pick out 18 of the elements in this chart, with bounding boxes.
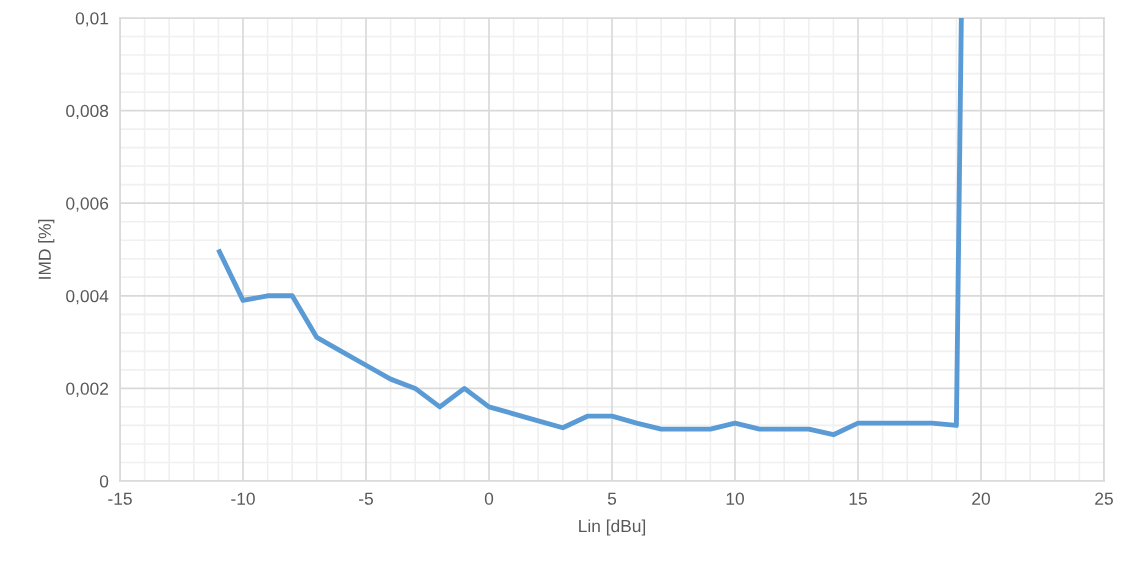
x-axis-title: Lin [dBu] (579, 519, 646, 536)
y-tick-label: 0 (99, 475, 109, 488)
y-axis-title: IMD [%] (38, 219, 55, 279)
y-tick-label: 0,006 (66, 197, 109, 212)
x-tick-label: 5 (607, 492, 617, 505)
y-tick-label: 0,01 (75, 12, 109, 27)
x-tick-label: 0 (484, 492, 494, 505)
y-tick-label: 0,008 (66, 104, 109, 120)
line-series (215, 15, 964, 438)
x-tick-label: 15 (849, 492, 867, 505)
x-tick-label: 10 (726, 492, 744, 505)
x-tick-label: -10 (231, 492, 255, 505)
x-tick-label: 25 (1095, 492, 1113, 505)
x-tick-label: 20 (972, 492, 990, 505)
x-tick-label: -15 (108, 492, 132, 505)
x-tick-label: -5 (359, 492, 373, 505)
y-tick-label: 0,004 (66, 289, 109, 305)
y-tick-label: 0,002 (66, 382, 109, 397)
